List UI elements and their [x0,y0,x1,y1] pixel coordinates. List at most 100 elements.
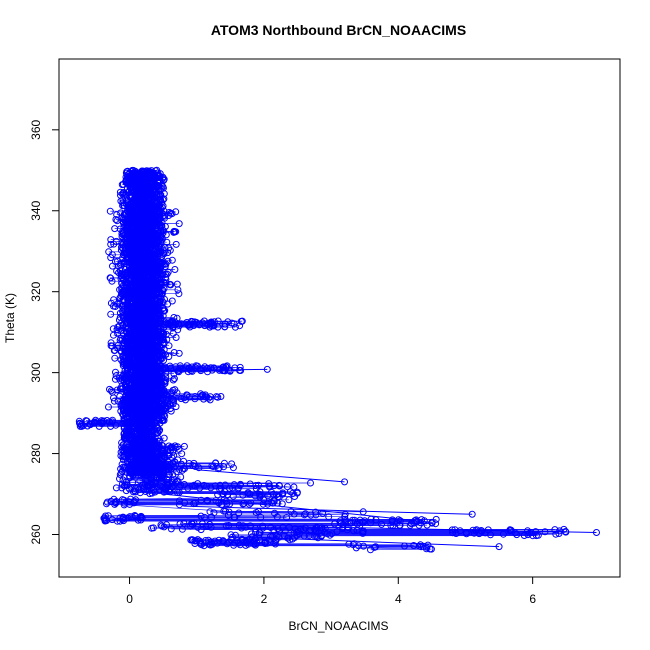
data-point [555,530,563,537]
data-point [155,317,163,325]
data-point [175,349,183,357]
data-point [117,259,125,267]
data-point [463,530,470,538]
data-point [137,340,144,348]
data-point [236,366,243,374]
data-point [172,319,180,327]
data-point [270,497,278,505]
data-point [240,499,248,507]
data-point [229,492,237,500]
data-point [188,520,196,528]
data-point [138,178,146,186]
data-point [134,445,142,453]
data-point [271,540,279,548]
data-point [206,323,214,331]
data-point [133,340,141,348]
data-point [344,524,352,531]
data-point [209,322,217,330]
data-point [162,260,170,268]
data-point [166,362,174,370]
data-point [147,303,155,311]
data-point [189,462,197,469]
data-point [499,530,507,538]
data-point [145,171,152,178]
data-point [119,240,127,248]
data-point [118,480,126,488]
data-point [105,403,112,411]
data-point [146,277,154,285]
data-point [532,532,540,540]
data-point [126,320,134,328]
data-point [312,508,320,516]
data-point [163,336,171,344]
data-point [126,394,134,402]
data-point [359,508,367,516]
data-point [116,392,124,400]
data-point [132,368,140,376]
data-point [406,521,414,529]
data-point [132,513,140,521]
data-point [350,527,358,535]
data-point [109,416,116,424]
data-point [126,474,134,482]
data-point [148,243,156,251]
data-point [131,183,139,190]
data-point [432,515,440,523]
data-point [103,500,110,508]
data-point [160,307,167,315]
data-point [221,488,228,495]
data-point [123,250,131,258]
data-point [107,254,115,262]
data-point [164,300,172,308]
data-point [152,214,160,222]
data-point [473,526,481,534]
data-point [145,182,153,190]
data-point [131,319,139,327]
data-point [107,274,115,282]
data-point [143,395,151,403]
data-point [137,302,145,310]
data-point [133,173,141,181]
data-point [139,190,147,198]
data-point [154,269,162,277]
data-point [137,512,145,520]
data-point [162,351,169,359]
data-point [148,391,156,399]
data-point [285,496,293,504]
data-point [169,329,177,337]
data-point [130,264,138,272]
data-point [126,420,134,428]
data-point [152,309,160,317]
data-point [116,295,124,302]
data-point [448,526,456,534]
data-point [159,461,166,469]
data-point [196,537,204,545]
data-point [151,458,159,466]
data-point [286,488,294,496]
data-point [221,320,229,328]
data-point [251,525,259,533]
data-point [312,524,319,532]
data-point [137,516,145,524]
data-point [120,415,128,423]
data-point [283,483,291,491]
data-point [220,363,228,371]
data-point [222,507,229,515]
data-point [147,473,155,481]
data-point [164,268,172,276]
data-point [150,469,158,477]
data-point [152,444,160,452]
data-point [111,225,119,233]
data-point [168,297,176,305]
data-point [148,357,155,365]
data-point [213,539,221,547]
data-point [142,369,149,377]
data-point [147,413,155,420]
data-point [203,364,211,372]
data-point [136,248,143,256]
data-point [151,376,159,384]
data-point [121,265,129,273]
data-point [187,536,195,544]
data-point [367,515,375,523]
data-point [164,249,172,257]
